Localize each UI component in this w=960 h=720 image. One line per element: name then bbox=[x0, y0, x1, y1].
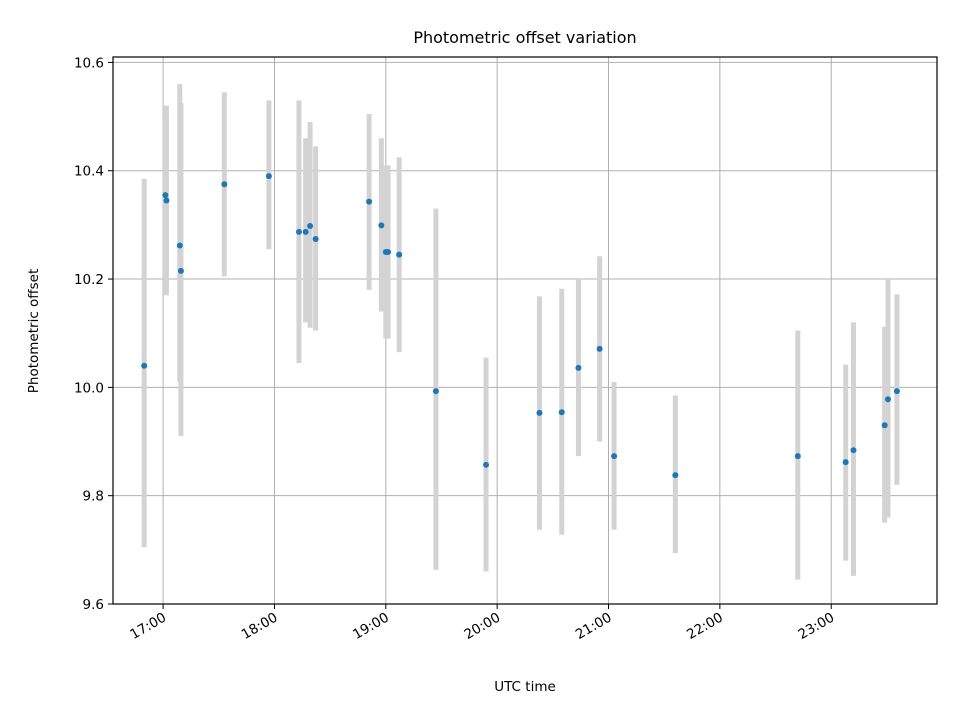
data-point bbox=[221, 181, 228, 188]
data-point bbox=[366, 198, 373, 205]
data-point bbox=[163, 197, 170, 204]
y-tick-label: 9.8 bbox=[83, 489, 104, 505]
x-axis-label: UTC time bbox=[494, 679, 556, 695]
data-point bbox=[893, 388, 900, 395]
data-point bbox=[378, 222, 385, 229]
data-point bbox=[265, 173, 272, 180]
data-point bbox=[558, 409, 565, 416]
y-axis-label: Photometric offset bbox=[26, 269, 42, 393]
y-tick-label: 10.4 bbox=[74, 164, 104, 180]
data-point bbox=[672, 472, 679, 479]
data-point bbox=[536, 409, 543, 416]
data-point bbox=[176, 242, 183, 249]
data-point bbox=[312, 235, 319, 242]
data-point bbox=[302, 228, 309, 235]
data-point bbox=[850, 447, 857, 454]
data-point bbox=[483, 461, 490, 468]
data-point bbox=[385, 248, 392, 255]
y-axis-ticks: 9.6 9.8 10.0 10.2 10.4 10.6 bbox=[74, 55, 113, 613]
data-point bbox=[141, 362, 148, 369]
data-point bbox=[432, 388, 439, 395]
y-tick-label: 9.6 bbox=[83, 597, 104, 613]
data-point bbox=[162, 192, 169, 199]
data-point bbox=[307, 222, 314, 229]
y-tick-label: 10.2 bbox=[74, 272, 104, 288]
data-point bbox=[794, 453, 801, 460]
data-point bbox=[295, 228, 302, 235]
data-point bbox=[842, 459, 849, 466]
data-point bbox=[596, 345, 603, 352]
y-tick-label: 10.6 bbox=[74, 55, 104, 71]
data-points bbox=[141, 173, 900, 479]
chart-title: Photometric offset variation bbox=[413, 28, 636, 47]
y-tick-label: 10.0 bbox=[74, 380, 104, 396]
data-point bbox=[885, 396, 892, 403]
data-point bbox=[575, 364, 582, 371]
data-point bbox=[611, 453, 618, 460]
plot-frame bbox=[112, 56, 938, 605]
data-point bbox=[881, 422, 888, 429]
data-point bbox=[177, 267, 184, 274]
data-point bbox=[396, 251, 403, 258]
